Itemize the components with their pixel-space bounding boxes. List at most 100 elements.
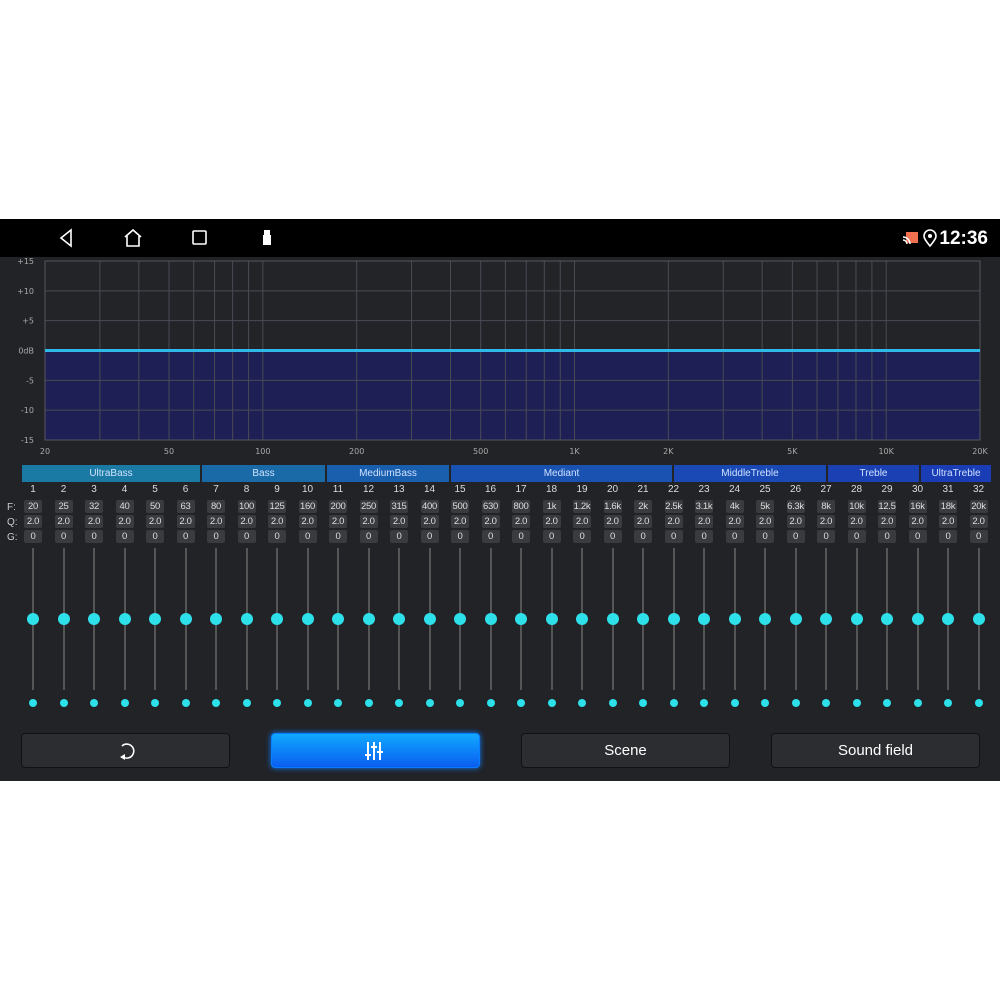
- back-icon[interactable]: [55, 227, 79, 249]
- gain-slider-thumb[interactable]: [576, 613, 588, 625]
- freq-value[interactable]: 125: [268, 500, 286, 513]
- q-value[interactable]: 2.0: [512, 515, 530, 528]
- q-value[interactable]: 2.0: [695, 515, 713, 528]
- q-value[interactable]: 2.0: [146, 515, 164, 528]
- gain-value[interactable]: 0: [115, 530, 134, 543]
- q-value[interactable]: 2.0: [664, 515, 683, 528]
- q-value[interactable]: 2.0: [420, 515, 439, 528]
- freq-value[interactable]: 20k: [969, 500, 988, 513]
- gain-value[interactable]: 0: [939, 530, 957, 543]
- q-value[interactable]: 2.0: [756, 515, 774, 528]
- freq-value[interactable]: 20: [24, 500, 42, 513]
- q-value[interactable]: 2.0: [298, 515, 317, 528]
- q-value[interactable]: 2.0: [481, 515, 500, 528]
- gain-slider-thumb[interactable]: [271, 613, 283, 625]
- q-value[interactable]: 2.0: [603, 515, 622, 528]
- freq-value[interactable]: 1.6k: [603, 500, 622, 513]
- gain-slider-thumb[interactable]: [881, 613, 893, 625]
- gain-value[interactable]: 0: [603, 530, 622, 543]
- gain-value[interactable]: 0: [24, 530, 42, 543]
- freq-value[interactable]: 100: [237, 500, 256, 513]
- gain-value[interactable]: 0: [786, 530, 805, 543]
- gain-value[interactable]: 0: [573, 530, 591, 543]
- gain-value[interactable]: 0: [634, 530, 652, 543]
- gain-slider-thumb[interactable]: [423, 613, 436, 625]
- freq-value[interactable]: 500: [451, 500, 469, 513]
- gain-slider-thumb[interactable]: [942, 613, 954, 625]
- gain-value[interactable]: 0: [390, 530, 408, 543]
- freq-value[interactable]: 10k: [847, 500, 866, 513]
- gain-slider-thumb[interactable]: [545, 613, 558, 625]
- gain-slider-thumb[interactable]: [515, 613, 527, 625]
- gain-slider-thumb[interactable]: [362, 613, 375, 625]
- gain-slider-thumb[interactable]: [301, 613, 314, 625]
- gain-value[interactable]: 0: [695, 530, 713, 543]
- freq-value[interactable]: 32: [85, 500, 103, 513]
- q-value[interactable]: 2.0: [268, 515, 286, 528]
- gain-slider-thumb[interactable]: [179, 613, 192, 625]
- sound-field-button[interactable]: Sound field: [771, 733, 980, 768]
- freq-value[interactable]: 4k: [725, 500, 744, 513]
- gain-value[interactable]: 0: [481, 530, 500, 543]
- gain-slider-thumb[interactable]: [911, 613, 924, 625]
- freq-value[interactable]: 3.1k: [695, 500, 713, 513]
- gain-value[interactable]: 0: [420, 530, 439, 543]
- q-value[interactable]: 2.0: [847, 515, 866, 528]
- gain-slider-thumb[interactable]: [667, 613, 680, 625]
- gain-slider-thumb[interactable]: [606, 613, 619, 625]
- gain-slider-thumb[interactable]: [88, 613, 100, 625]
- gain-slider-thumb[interactable]: [698, 613, 710, 625]
- freq-value[interactable]: 12.5: [878, 500, 896, 513]
- gain-slider-thumb[interactable]: [484, 613, 497, 625]
- recents-icon[interactable]: [188, 227, 212, 249]
- reset-button[interactable]: [21, 733, 230, 768]
- gain-slider-thumb[interactable]: [759, 613, 771, 625]
- q-value[interactable]: 2.0: [359, 515, 378, 528]
- gain-slider-thumb[interactable]: [149, 613, 161, 625]
- gain-slider-thumb[interactable]: [27, 613, 39, 625]
- gain-value[interactable]: 0: [878, 530, 896, 543]
- freq-value[interactable]: 63: [176, 500, 195, 513]
- q-value[interactable]: 2.0: [878, 515, 896, 528]
- freq-value[interactable]: 8k: [817, 500, 835, 513]
- gain-value[interactable]: 0: [237, 530, 256, 543]
- q-value[interactable]: 2.0: [54, 515, 73, 528]
- q-value[interactable]: 2.0: [237, 515, 256, 528]
- q-value[interactable]: 2.0: [542, 515, 561, 528]
- gain-value[interactable]: 0: [664, 530, 683, 543]
- gain-value[interactable]: 0: [359, 530, 378, 543]
- q-value[interactable]: 2.0: [207, 515, 225, 528]
- gain-value[interactable]: 0: [817, 530, 835, 543]
- gain-slider-thumb[interactable]: [789, 613, 802, 625]
- q-value[interactable]: 2.0: [725, 515, 744, 528]
- freq-value[interactable]: 6.3k: [786, 500, 805, 513]
- q-value[interactable]: 2.0: [969, 515, 988, 528]
- gain-slider-thumb[interactable]: [57, 613, 70, 625]
- gain-value[interactable]: 0: [969, 530, 988, 543]
- equalizer-button[interactable]: [271, 733, 480, 768]
- freq-value[interactable]: 250: [359, 500, 378, 513]
- freq-value[interactable]: 18k: [939, 500, 957, 513]
- gain-value[interactable]: 0: [146, 530, 164, 543]
- gain-value[interactable]: 0: [329, 530, 347, 543]
- freq-value[interactable]: 1.2k: [573, 500, 591, 513]
- q-value[interactable]: 2.0: [24, 515, 42, 528]
- freq-value[interactable]: 630: [481, 500, 500, 513]
- gain-value[interactable]: 0: [298, 530, 317, 543]
- q-value[interactable]: 2.0: [451, 515, 469, 528]
- gain-value[interactable]: 0: [207, 530, 225, 543]
- q-value[interactable]: 2.0: [634, 515, 652, 528]
- gain-value[interactable]: 0: [176, 530, 195, 543]
- gain-slider-thumb[interactable]: [972, 613, 985, 625]
- freq-value[interactable]: 2k: [634, 500, 652, 513]
- gain-slider-thumb[interactable]: [454, 613, 466, 625]
- gain-value[interactable]: 0: [85, 530, 103, 543]
- freq-value[interactable]: 160: [298, 500, 317, 513]
- gain-slider-thumb[interactable]: [240, 613, 253, 625]
- q-value[interactable]: 2.0: [176, 515, 195, 528]
- freq-value[interactable]: 25: [54, 500, 73, 513]
- gain-value[interactable]: 0: [725, 530, 744, 543]
- gain-slider-thumb[interactable]: [728, 613, 741, 625]
- gain-slider-thumb[interactable]: [820, 613, 832, 625]
- gain-slider-thumb[interactable]: [393, 613, 405, 625]
